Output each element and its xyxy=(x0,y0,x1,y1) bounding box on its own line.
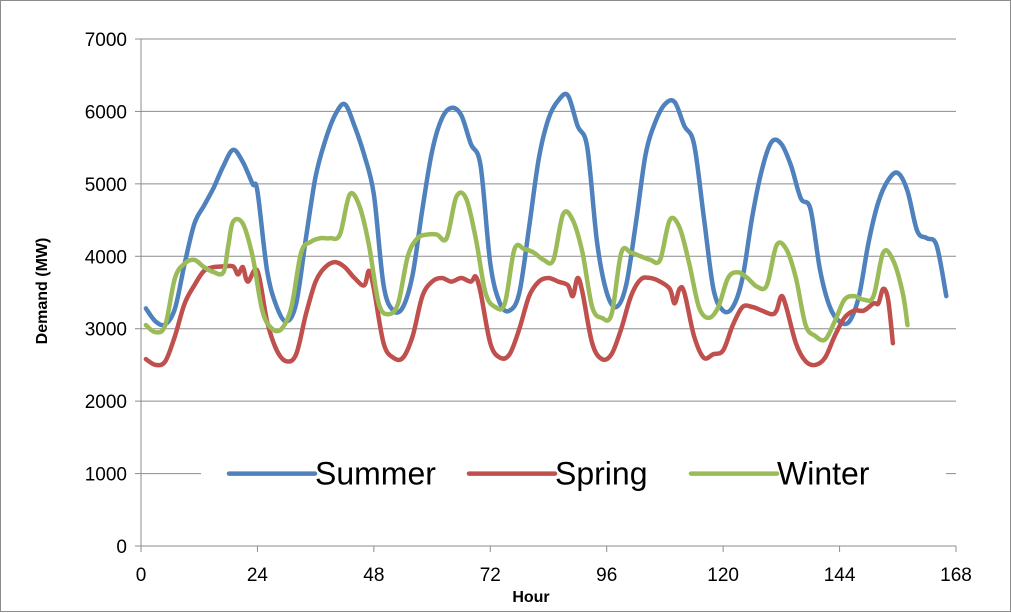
x-tick-label: 96 xyxy=(596,565,617,586)
x-axis-title: Hour xyxy=(512,589,549,606)
tick-labels: 0 1000 2000 3000 4000 5000 6000 7000 0 24 48 72 96 12… xyxy=(85,30,972,586)
y-tick-label: 0 xyxy=(116,537,127,558)
y-tick-label: 1000 xyxy=(85,465,127,486)
legend-background xyxy=(201,447,946,500)
y-tick-label: 6000 xyxy=(85,102,127,123)
x-tick-label: 24 xyxy=(247,565,269,586)
y-tick-label: 5000 xyxy=(85,175,127,196)
x-tick-label: 72 xyxy=(480,565,501,586)
x-tick-label: 120 xyxy=(707,565,739,586)
y-tick-label: 7000 xyxy=(85,30,127,51)
y-tick-label: 3000 xyxy=(85,320,127,341)
series-line-spring xyxy=(143,259,896,368)
legend-label-winter: Winter xyxy=(777,456,870,492)
axes xyxy=(135,38,957,552)
legend: Summer Spring Winter xyxy=(201,447,946,500)
y-tick-label: 4000 xyxy=(85,247,127,268)
y-tick-label: 2000 xyxy=(85,392,127,413)
legend-label-spring: Spring xyxy=(555,456,648,492)
legend-label-summer: Summer xyxy=(315,456,436,492)
x-tick-label: 168 xyxy=(940,565,972,586)
gridlines xyxy=(141,38,956,475)
x-tick-label: 48 xyxy=(363,565,384,586)
series-line-summer xyxy=(143,91,949,328)
x-tick-label: 0 xyxy=(136,565,147,586)
series-line-winter xyxy=(143,190,910,343)
y-axis-title: Demand (MW) xyxy=(34,238,51,345)
x-tick-label: 144 xyxy=(824,565,856,586)
series-lines xyxy=(143,91,949,368)
